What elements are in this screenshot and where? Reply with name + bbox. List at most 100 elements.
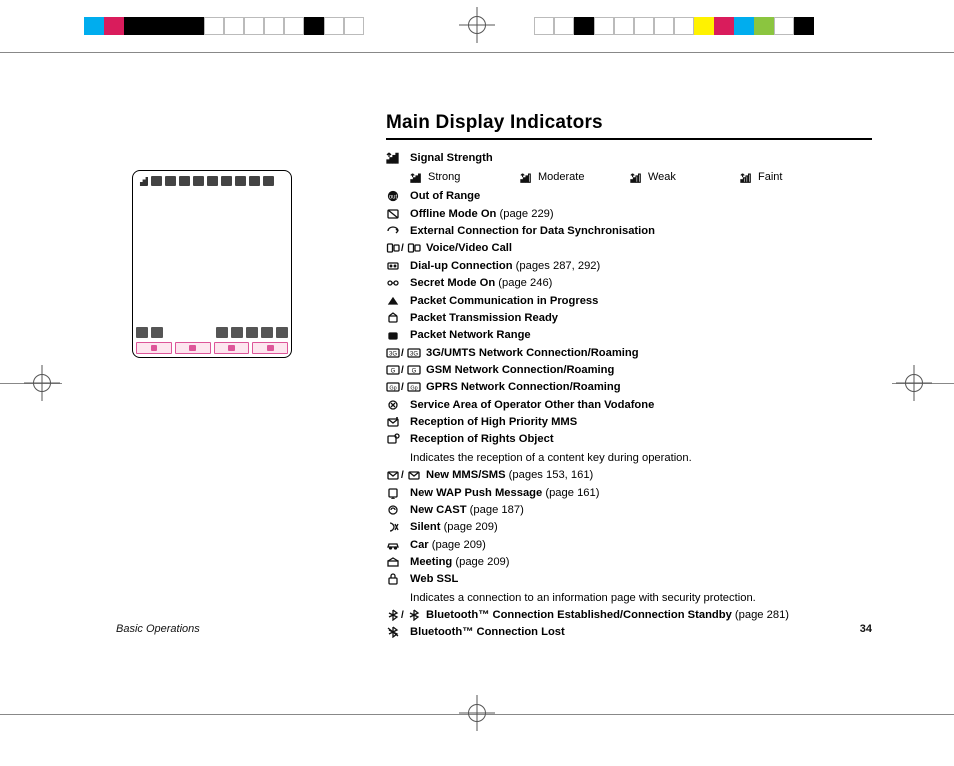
indicator-label: New MMS/SMS — [426, 469, 506, 481]
reg-swatches-right — [534, 17, 814, 35]
phone-softkeys — [136, 342, 288, 354]
crosshair-right — [896, 365, 932, 401]
signal-level-label: Weak — [648, 169, 676, 186]
indicator-label: Meeting — [410, 556, 452, 568]
signal-level-label: Faint — [758, 169, 782, 186]
indicator-description: Indicates the reception of a content key… — [410, 450, 872, 467]
indicator-label: Reception of High Priority MMS — [410, 416, 577, 428]
svg-text:Gp: Gp — [389, 386, 396, 392]
indicator-label: Out of Range — [410, 190, 480, 202]
indicator-note: (page 187) — [467, 504, 524, 516]
indicator-item: Signal Strength Strong Moderate Weak Faint — [386, 150, 872, 186]
reg-swatches-left — [84, 17, 364, 35]
indicator-description: Indicates a connection to an information… — [410, 590, 872, 607]
page-footer: Basic Operations 34 — [116, 623, 872, 635]
section-label: Basic Operations — [116, 623, 200, 635]
signal-level: Weak — [630, 169, 740, 186]
icon-separator: / — [401, 241, 404, 257]
indicator-item: Dial-up Connection (pages 287, 292) — [386, 258, 872, 275]
indicator-note: (pages 287, 292) — [513, 260, 601, 272]
ssl-icon — [386, 573, 400, 585]
signal-3-icon — [520, 172, 532, 183]
silent-icon — [386, 521, 400, 533]
indicator-item: New WAP Push Message (page 161) — [386, 485, 872, 502]
indicator-item: Service Area of Operator Other than Voda… — [386, 397, 872, 414]
indicator-label: Car — [410, 539, 429, 551]
indicator-item: Packet Transmission Ready — [386, 310, 872, 327]
icon-separator: / — [401, 468, 404, 484]
signal-level-label: Strong — [428, 169, 460, 186]
secret-icon — [386, 277, 400, 289]
3g-icon: 3G — [386, 347, 400, 359]
indicator-item: / Voice/Video Call — [386, 240, 872, 257]
mms-priority-icon — [386, 416, 400, 428]
indicator-item: G/GGSM Network Connection/Roaming — [386, 362, 872, 379]
indicator-label: GSM Network Connection/Roaming — [426, 364, 614, 376]
offline-icon — [386, 208, 400, 220]
indicator-label: Reception of Rights Object — [410, 433, 554, 445]
packet-comm-icon — [386, 295, 400, 307]
packet-ready-icon — [386, 312, 400, 324]
car-icon — [386, 539, 400, 551]
gprs-icon: Gp — [386, 381, 400, 393]
indicator-note: (page 161) — [542, 487, 599, 499]
guide-line-top — [0, 52, 954, 53]
indicator-item: out Out of Range — [386, 188, 872, 205]
indicator-item: 3G/3G3G/UMTS Network Connection/Roaming — [386, 345, 872, 362]
indicator-item: New CAST (page 187) — [386, 502, 872, 519]
signal-level-label: Moderate — [538, 169, 584, 186]
new-mms-icon — [386, 469, 400, 481]
signal-levels-row: Strong Moderate Weak Faint — [410, 169, 872, 186]
indicator-note: (page 209) — [440, 521, 497, 533]
icon-separator: / — [401, 608, 404, 624]
svg-text:Gp: Gp — [410, 386, 417, 392]
indicator-list-column: Signal Strength Strong Moderate Weak Faint ou… — [386, 150, 872, 642]
cast-icon — [386, 504, 400, 516]
indicator-label: Web SSL — [410, 573, 458, 585]
indicator-label: Signal Strength — [410, 152, 493, 164]
indicator-list: Signal Strength Strong Moderate Weak Faint ou… — [386, 150, 872, 642]
new-mms-icon-alt — [407, 469, 421, 481]
signal-4-icon — [410, 172, 422, 183]
signal-1-icon — [740, 172, 752, 183]
bluetooth-icon-alt — [407, 609, 421, 621]
phone-bottom-icons — [136, 325, 288, 339]
packet-range-icon — [386, 329, 400, 341]
signal-level: Faint — [740, 169, 850, 186]
page-title: Main Display Indicators — [386, 112, 872, 134]
operator-icon — [386, 399, 400, 411]
indicator-item: Secret Mode On (page 246) — [386, 275, 872, 292]
indicator-label: Packet Communication in Progress — [410, 295, 598, 307]
title-rule — [386, 138, 872, 140]
indicator-label: Dial-up Connection — [410, 260, 513, 272]
gprs-icon-alt: Gp — [407, 381, 421, 393]
gsm-icon-alt: G — [407, 364, 421, 376]
svg-text:3G: 3G — [410, 351, 418, 357]
indicator-note: (pages 153, 161) — [506, 469, 594, 481]
dialup-icon — [386, 260, 400, 272]
indicator-note: (page 209) — [429, 539, 486, 551]
indicator-item: Web SSL Indicates a connection to an info… — [386, 571, 872, 607]
indicator-item: Reception of High Priority MMS — [386, 414, 872, 431]
indicator-item: Offline Mode On (page 229) — [386, 206, 872, 223]
indicator-label: Packet Transmission Ready — [410, 312, 558, 324]
indicator-note: (page 281) — [732, 609, 789, 621]
phone-status-bar — [136, 174, 288, 188]
indicator-label: Offline Mode On — [410, 208, 496, 220]
icon-separator: / — [401, 363, 404, 379]
indicator-label: Packet Network Range — [410, 329, 531, 341]
indicator-item: External Connection for Data Synchronisa… — [386, 223, 872, 240]
indicator-note: (page 209) — [452, 556, 509, 568]
icon-separator: / — [401, 346, 404, 362]
indicator-label: Voice/Video Call — [426, 242, 512, 254]
signal-icon — [386, 152, 400, 164]
phone-mockup — [132, 170, 292, 358]
out-of-range-icon: out — [386, 190, 400, 202]
svg-text:G: G — [391, 369, 396, 375]
indicator-label: Bluetooth™ Connection Established/Connec… — [426, 609, 732, 621]
signal-level: Strong — [410, 169, 520, 186]
indicator-label: New CAST — [410, 504, 467, 516]
indicator-label: New WAP Push Message — [410, 487, 542, 499]
indicator-label: 3G/UMTS Network Connection/Roaming — [426, 347, 639, 359]
indicator-item: Packet Communication in Progress — [386, 293, 872, 310]
